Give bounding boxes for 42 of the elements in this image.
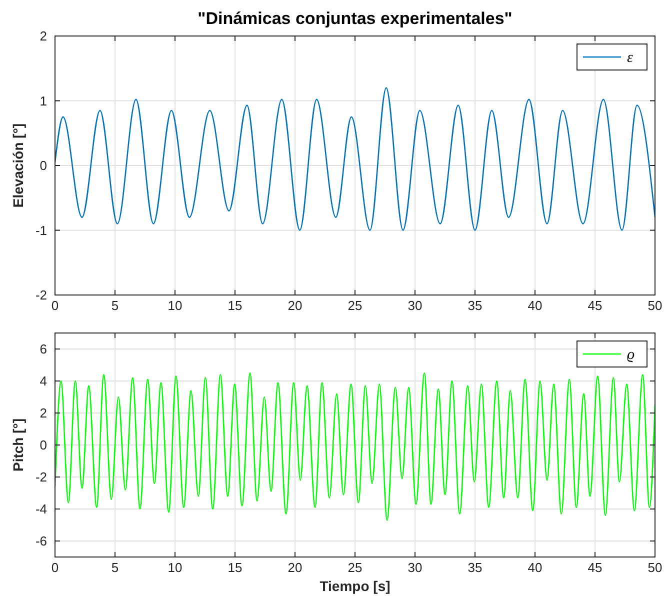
y-axis-title: Elevación [°] — [10, 123, 26, 208]
chart-title: "Dinámicas conjuntas experimentales" — [198, 9, 512, 28]
x-tick-label: 10 — [168, 298, 182, 313]
y-tick-label: 4 — [40, 374, 47, 388]
line-series — [55, 372, 655, 521]
y-tick-label: 0 — [40, 438, 47, 452]
x-tick-label: 5 — [111, 560, 119, 575]
x-tick-label: 45 — [588, 560, 602, 575]
x-tick-label: 15 — [228, 298, 242, 313]
x-tick-label: 30 — [408, 560, 422, 575]
x-tick-label: 40 — [528, 298, 542, 313]
y-tick-label: 1 — [40, 93, 47, 108]
y-tick-label: 6 — [40, 342, 47, 356]
x-tick-label: 0 — [51, 298, 59, 313]
x-tick-label: 5 — [111, 298, 119, 313]
y-tick-label: 0 — [40, 158, 47, 173]
x-tick-label: 45 — [588, 298, 602, 313]
x-axis-title: Tiempo [s] — [320, 578, 390, 594]
y-tick-label: -2 — [35, 288, 47, 302]
y-tick-label: 2 — [40, 406, 47, 420]
legend-label: ε — [627, 50, 633, 66]
y-tick-label: -2 — [35, 470, 47, 484]
x-tick-label: 40 — [528, 560, 542, 575]
y-tick-label: -6 — [35, 534, 47, 548]
x-tick-label: 50 — [648, 298, 662, 313]
x-tick-label: 35 — [468, 298, 482, 313]
y-tick-label: -1 — [35, 222, 47, 238]
y-axis-title: Pitch [°] — [10, 418, 26, 472]
legend-label: ϱ — [627, 347, 635, 363]
x-tick-label: 25 — [348, 560, 362, 575]
x-tick-label: 30 — [408, 298, 422, 313]
x-tick-label: 15 — [228, 560, 242, 575]
y-tick-label: 2 — [40, 28, 47, 44]
x-tick-label: 20 — [288, 560, 302, 575]
x-tick-label: 35 — [468, 560, 482, 575]
x-tick-label: 25 — [348, 298, 362, 313]
y-tick-label: -4 — [35, 502, 47, 516]
line-series — [55, 87, 655, 231]
x-tick-label: 10 — [168, 560, 182, 575]
x-tick-label: 50 — [648, 560, 662, 575]
x-tick-label: 20 — [288, 298, 302, 313]
x-tick-label: 0 — [51, 560, 59, 575]
